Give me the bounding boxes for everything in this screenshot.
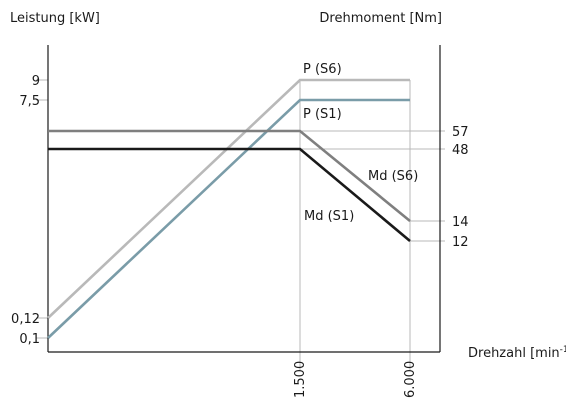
x-tick-label: 1.500: [293, 361, 308, 398]
x-tick-label: 6.000: [403, 361, 418, 398]
y-right-tick-label: 14: [452, 215, 469, 230]
y-left-tick-label: 0,1: [19, 332, 40, 347]
y-right-tick-label: 57: [452, 125, 469, 140]
series-p-s6: [47, 78, 410, 319]
y-right-tick-label: 12: [452, 235, 469, 250]
y-left-tick-label: 9: [32, 74, 40, 89]
series-layer: [47, 78, 411, 339]
series-labels: P (S6) P (S1) Md (S6) Md (S1): [303, 62, 418, 224]
series-label-md-s1: Md (S1): [304, 209, 354, 224]
axes: [47, 45, 441, 353]
y-left-tick-label: 7,5: [19, 94, 40, 109]
series-md-s1: [48, 147, 411, 242]
guide-lines: [36, 79, 445, 370]
series-label-p-s6: P (S6): [303, 62, 342, 77]
labels: Leistung [kW] Drehmoment [Nm] Drehzahl […: [10, 11, 566, 361]
tick-labels: 9 7,5 0,12 0,1 57 48 14 12 1.500 6.000: [11, 74, 469, 398]
series-label-md-s6: Md (S6): [368, 169, 418, 184]
y-right-axis-label: Drehmoment [Nm]: [319, 11, 442, 26]
x-axis-label: Drehzahl [min-1]: [468, 345, 566, 361]
series-md-s6: [48, 129, 411, 223]
series-label-p-s1: P (S1): [303, 107, 342, 122]
y-left-tick-label: 0,12: [11, 312, 40, 327]
y-left-axis-label: Leistung [kW]: [10, 11, 100, 26]
y-right-tick-label: 48: [452, 143, 469, 158]
series-p-s1: [47, 98, 410, 339]
